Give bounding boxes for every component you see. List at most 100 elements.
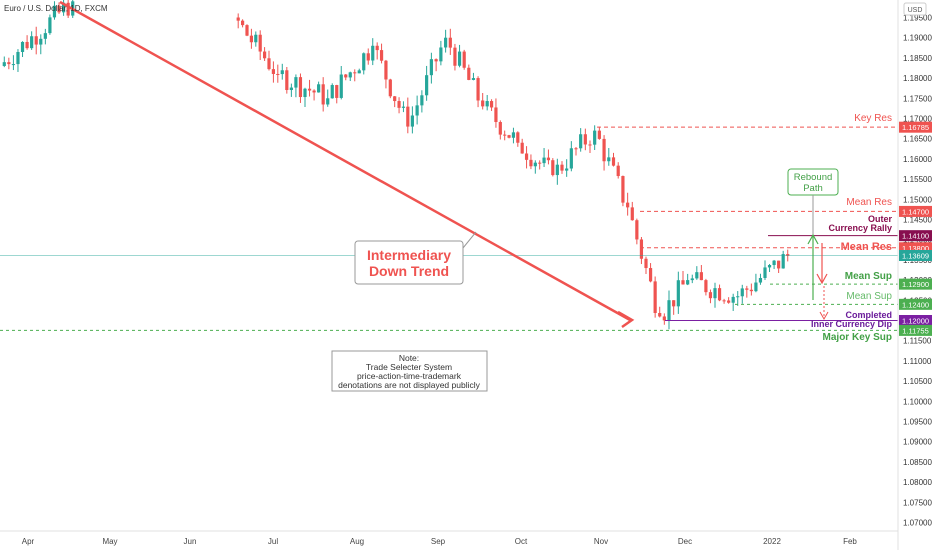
candle-body	[420, 95, 424, 106]
candle-body	[48, 17, 52, 34]
candle-body	[635, 220, 639, 240]
candle-body	[507, 135, 511, 138]
price-tag-label: 1.12000	[902, 317, 929, 326]
candle-body	[457, 51, 462, 66]
y-tick-label: 1.16500	[903, 135, 932, 144]
y-tick-label: 1.07500	[903, 498, 932, 507]
candle-body	[326, 98, 330, 105]
candle-body	[267, 58, 271, 70]
candle-body	[453, 47, 457, 66]
price-tag	[899, 230, 932, 242]
candle-body	[583, 134, 587, 145]
price-tag-label: 1.12400	[902, 300, 929, 309]
candle-body	[393, 96, 397, 102]
x-tick-label: Jun	[184, 537, 197, 546]
candle-body	[384, 60, 388, 80]
candle-body	[727, 300, 731, 303]
candle-body	[538, 162, 542, 164]
y-tick-label: 1.18000	[903, 74, 932, 83]
candle-body	[494, 107, 498, 123]
candle-body	[406, 106, 410, 127]
candle-body	[30, 36, 34, 49]
candle-body	[263, 51, 267, 59]
y-tick-label: 1.11500	[903, 337, 932, 346]
y-tick-label: 1.18500	[903, 54, 932, 63]
candle-body	[607, 157, 611, 162]
candle-body	[772, 260, 776, 266]
currency-box	[903, 2, 927, 16]
level-labels: Key Res Mean Res Mean Res Mean Sup Mean Sup M…	[811, 113, 893, 343]
candle-body	[307, 88, 312, 91]
candle-body	[676, 280, 680, 307]
candle-body	[471, 78, 476, 80]
candle-body	[280, 70, 284, 75]
price-tag	[899, 278, 932, 290]
rebound-callout: Rebound Path	[787, 168, 839, 235]
price-tag-label: 1.11755	[902, 326, 929, 335]
candle-body	[241, 20, 245, 26]
candle-body	[555, 164, 559, 176]
candle-body	[781, 254, 785, 269]
candle-body	[276, 73, 280, 75]
level-label: Major Key Sup	[823, 332, 892, 343]
price-tag	[899, 298, 932, 310]
level-label: Mean Res	[841, 241, 892, 253]
candle-body	[597, 130, 601, 139]
candle-body	[713, 288, 717, 299]
candle-body	[503, 134, 507, 136]
rebound-arrow-head	[807, 233, 819, 245]
candle-body	[745, 288, 749, 290]
candle-body	[616, 165, 620, 177]
candle-body	[298, 77, 303, 98]
candle-body	[626, 202, 630, 208]
candle-body	[690, 278, 694, 281]
candle-body	[516, 132, 520, 143]
candle-body	[61, 2, 66, 13]
candle-body	[667, 300, 671, 321]
candle-body	[401, 106, 406, 108]
candle-body	[348, 72, 352, 78]
price-tag	[899, 205, 932, 217]
candle-body	[565, 168, 569, 171]
candle-body	[467, 67, 471, 80]
candle-body	[429, 59, 433, 76]
y-tick-label: 1.15000	[903, 195, 932, 204]
candle-body	[312, 90, 316, 93]
down-trend-arrow	[59, 0, 631, 322]
candle-body	[574, 148, 578, 150]
x-tick-label: Feb	[843, 537, 857, 546]
x-tick-label: Sep	[431, 537, 446, 546]
candle-body	[344, 74, 348, 78]
candle-body	[236, 17, 240, 21]
candle-body	[758, 277, 763, 283]
candle-body	[476, 78, 480, 101]
candle-body	[722, 300, 726, 302]
candles	[2, 0, 790, 330]
intermediary-text-1: Intermediary	[367, 247, 451, 263]
x-tick-label: Apr	[22, 537, 35, 546]
candle-body	[767, 265, 772, 268]
level-label: Currency Rally	[828, 223, 892, 233]
candle-body	[43, 33, 47, 39]
level-label: Outer	[868, 214, 893, 224]
candle-body	[708, 292, 713, 299]
candle-body	[621, 176, 625, 203]
y-tick-label: 1.10500	[903, 377, 932, 386]
candle-body	[524, 153, 529, 160]
y-tick-label: 1.17500	[903, 94, 932, 103]
candle-body	[662, 316, 666, 321]
candle-body	[754, 282, 758, 292]
candle-body	[249, 35, 253, 43]
note-line-4: denotations are not displayed publicly	[338, 380, 481, 390]
candle-body	[294, 77, 298, 88]
candle-body	[462, 51, 466, 68]
price-tag	[899, 315, 932, 326]
candle-body	[658, 312, 662, 317]
price-tag-label: 1.13609	[902, 251, 929, 260]
candle-body	[425, 75, 429, 96]
price-tag-label: 1.14700	[902, 207, 929, 216]
candle-body	[11, 64, 16, 66]
candle-body	[533, 162, 537, 167]
candle-body	[434, 59, 438, 62]
